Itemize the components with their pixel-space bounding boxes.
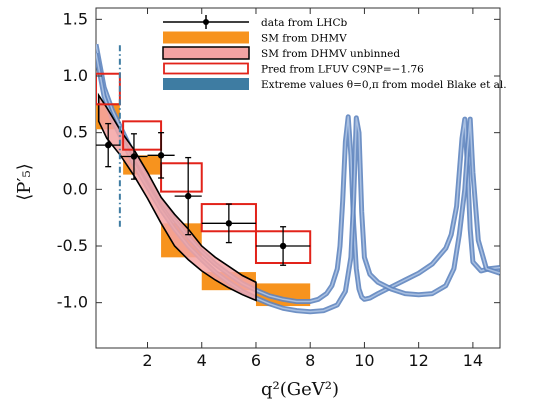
x-tick-label-0: 2: [142, 351, 152, 370]
lhcb-point-1: [130, 153, 138, 160]
legend: data from LHCb SM from DHMV SM from DHMV u…: [162, 15, 507, 91]
axes: 2 4 6 8 10 12 14 -1.0 -0.5 0.0 0.5 1.0 1.5: [57, 8, 500, 370]
legend-entry-4: Extreme values θ=0,π from model Blake et…: [163, 78, 507, 91]
y-tick-label-5: 1.5: [63, 9, 88, 28]
legend-swatch-fill: [163, 78, 249, 90]
lhcb-point-0: [105, 141, 112, 149]
x-tick-label-1: 4: [197, 351, 207, 370]
legend-entry-2: SM from DHMV unbinned: [162, 46, 400, 60]
lhcb-point-4: [225, 220, 233, 227]
legend-label-3: Pred from LFUV C9NP=−1.76: [261, 64, 424, 76]
legend-label-1: SM from DHMV: [261, 33, 347, 45]
x-tick-label-2: 6: [251, 351, 261, 370]
legend-label-0: data from LHCb: [261, 17, 347, 29]
x-tick-label-5: 12: [408, 351, 428, 370]
legend-swatch-band: [162, 46, 250, 60]
legend-label-2: SM from DHMV unbinned: [261, 48, 400, 60]
plot-area: [96, 43, 500, 315]
legend-label-4: Extreme values θ=0,π from model Blake et…: [261, 79, 507, 91]
legend-entry-3: Pred from LFUV C9NP=−1.76: [163, 62, 424, 76]
legend-swatch-fill: [163, 31, 249, 44]
y-tick-label-3: 0.5: [63, 123, 88, 142]
y-tick-label-4: 1.0: [63, 66, 88, 85]
x-tick-label-4: 10: [354, 351, 374, 370]
y-tick-label-2: 0.0: [63, 179, 88, 198]
y-tick-label-0: -1.0: [57, 293, 88, 312]
x-axis-title: q²(GeV²): [261, 379, 339, 400]
sm-unbinned-band: [97, 92, 257, 302]
lhcb-point-3: [184, 192, 192, 200]
x-tick-label-6: 14: [463, 351, 483, 370]
y-axis-title: ⟨P′₅⟩: [14, 163, 35, 200]
y-tick-label-1: -0.5: [57, 236, 88, 255]
lhcb-point-2: [157, 152, 165, 159]
legend-entry-1: SM from DHMV: [163, 31, 347, 45]
lhcb-point-5: [279, 242, 287, 250]
legend-swatch-outline: [163, 62, 249, 75]
legend-entry-0: data from LHCb: [163, 15, 347, 29]
legend-swatch-point: [203, 19, 209, 25]
x-tick-label-3: 8: [305, 351, 315, 370]
